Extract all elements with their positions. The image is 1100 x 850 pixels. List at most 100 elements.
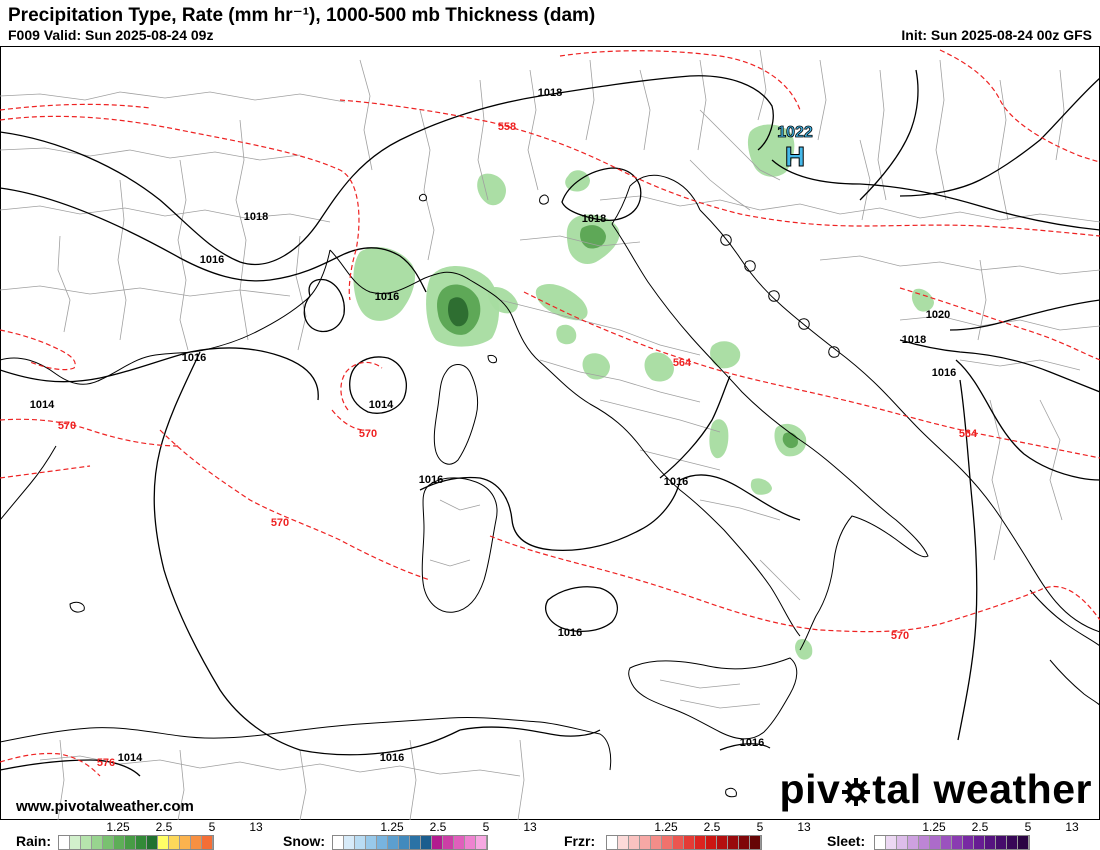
rain-area <box>582 353 610 380</box>
rain-area <box>911 288 934 312</box>
legend-swatch <box>941 836 952 849</box>
gear-icon <box>842 777 871 806</box>
legend-swatch <box>974 836 985 849</box>
weather-map: 1018 1018 1018 1016 1016 1016 1014 1014 … <box>0 46 1100 820</box>
legend-swatch <box>125 836 136 849</box>
thickness-label: 570 <box>271 517 289 529</box>
legend-swatch <box>432 836 443 849</box>
legend-swatch <box>465 836 476 849</box>
isobar-label: 1016 <box>375 291 399 303</box>
rain-area <box>535 283 588 321</box>
legend-swatch <box>930 836 941 849</box>
legend-tick: 5 <box>208 820 216 834</box>
legend-swatch <box>443 836 454 849</box>
legend-swatch <box>750 836 761 849</box>
legend-ticks: 1.25 2.5 5 13 <box>606 820 810 834</box>
precip-rain-layer <box>353 124 934 660</box>
legend-tick: 13 <box>523 820 537 834</box>
thickness-label: 564 <box>673 357 692 369</box>
legend-tick: 1.25 <box>380 820 404 834</box>
legend-swatch <box>673 836 684 849</box>
thickness-label: 570 <box>359 428 377 440</box>
thickness-label: 558 <box>498 121 516 133</box>
legend-swatch <box>81 836 92 849</box>
thickness-label: 570 <box>58 420 76 432</box>
legend-swatch <box>963 836 974 849</box>
legend-swatch <box>662 836 673 849</box>
legend-swatch <box>158 836 169 849</box>
rain-area <box>709 419 729 459</box>
legend-color-bar <box>332 835 488 850</box>
website-url[interactable]: www.pivotalweather.com <box>16 798 194 815</box>
legend-swatch <box>169 836 180 849</box>
legend-swatch <box>103 836 114 849</box>
legend-swatch <box>629 836 640 849</box>
legend-swatch <box>333 836 344 849</box>
legend-swatch <box>897 836 908 849</box>
legend-swatch <box>136 836 147 849</box>
legend-swatch <box>728 836 739 849</box>
isobar-label: 1014 <box>369 399 394 411</box>
map-canvas: 1018 1018 1018 1016 1016 1016 1014 1014 … <box>0 46 1100 820</box>
legend-label: Frzr: <box>564 833 596 849</box>
map-title: Precipitation Type, Rate (mm hr⁻¹), 1000… <box>8 5 596 26</box>
legend-swatch <box>180 836 191 849</box>
legend-swatch <box>618 836 629 849</box>
isobar-label: 1016 <box>664 476 688 488</box>
legend-tick: 13 <box>1065 820 1079 834</box>
isobar-label: 1016 <box>200 254 224 266</box>
legend-swatch <box>377 836 388 849</box>
legend-swatch <box>399 836 410 849</box>
country-borders <box>0 49 1100 820</box>
rain-area <box>448 297 469 327</box>
legend-swatch <box>59 836 70 849</box>
legend-ticks: 1.25 2.5 5 13 <box>58 820 262 834</box>
legend-swatch <box>476 836 487 849</box>
isobar-label-layer: 1018 1018 1018 1016 1016 1016 1014 1014 … <box>30 87 956 764</box>
legend-tick: 5 <box>482 820 490 834</box>
legend-rain: Rain: 1.25 2.5 5 13 <box>0 820 275 850</box>
legend-tick: 13 <box>797 820 811 834</box>
legend-tick: 5 <box>1024 820 1032 834</box>
legend-ticks: 1.25 2.5 5 13 <box>332 820 536 834</box>
isobar-label: 1016 <box>380 752 404 764</box>
coastlines <box>0 174 1100 798</box>
legend-swatch <box>70 836 81 849</box>
legend-tick: 1.25 <box>654 820 678 834</box>
legend-swatch <box>92 836 103 849</box>
legend-tick: 2.5 <box>971 820 989 834</box>
legend-swatch <box>908 836 919 849</box>
thickness-label: 570 <box>891 630 909 642</box>
high-pressure-value: 1022 <box>777 124 813 141</box>
pivotal-weather-logo: piv tal weather <box>780 766 1092 813</box>
legend-swatch <box>875 836 886 849</box>
legend-swatch <box>410 836 421 849</box>
legend-tick: 5 <box>756 820 764 834</box>
isobar-label: 1016 <box>182 352 206 364</box>
legend-tick: 2.5 <box>703 820 721 834</box>
legend-swatch <box>651 836 662 849</box>
rain-area <box>795 638 813 660</box>
thickness-contours <box>0 49 1100 777</box>
rain-area <box>747 124 795 177</box>
legend-freezing-rain: Frzr: 1.25 2.5 5 13 <box>550 820 825 850</box>
isobar-label: 1018 <box>244 211 268 223</box>
thickness-label: 564 <box>959 428 978 440</box>
isobar-label: 1018 <box>902 334 926 346</box>
rain-area <box>353 247 416 321</box>
legend-swatch <box>388 836 399 849</box>
legend-swatch <box>985 836 996 849</box>
isobars <box>0 69 1100 777</box>
legend-swatch <box>607 836 618 849</box>
legend-swatch <box>366 836 377 849</box>
legend-swatch <box>147 836 158 849</box>
brand-text-left: piv <box>779 766 841 812</box>
legend-swatch <box>695 836 706 849</box>
legend-tick: 2.5 <box>155 820 173 834</box>
legend-swatch <box>1018 836 1029 849</box>
legend-swatch <box>640 836 651 849</box>
rain-area <box>488 286 518 314</box>
rain-area <box>710 341 741 369</box>
legend-swatch <box>355 836 366 849</box>
legend-swatch <box>114 836 125 849</box>
